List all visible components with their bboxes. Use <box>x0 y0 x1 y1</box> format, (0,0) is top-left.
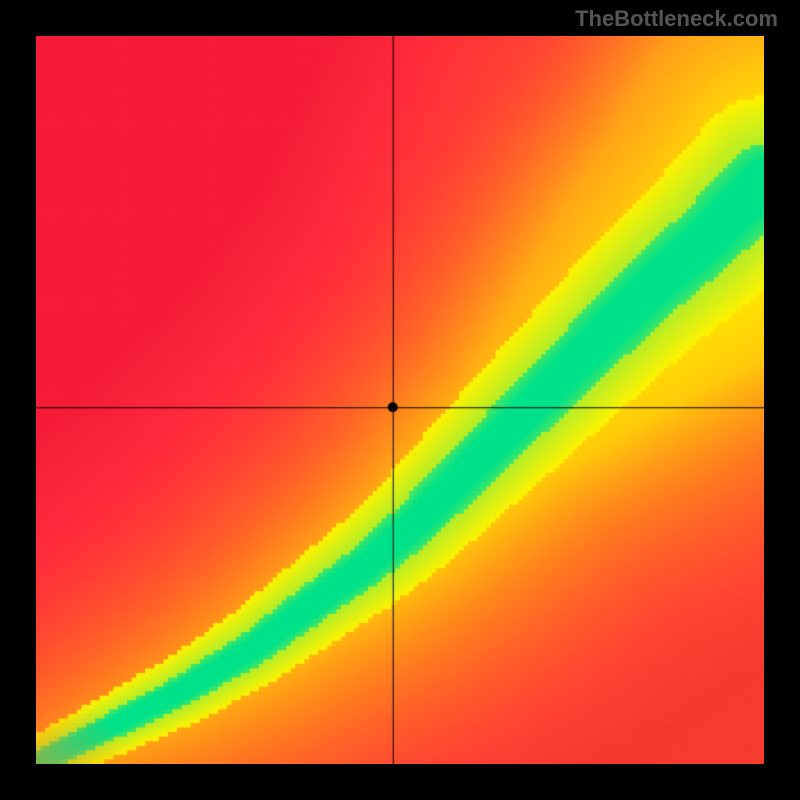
image-root: TheBottleneck.com <box>0 0 800 800</box>
watermark-text: TheBottleneck.com <box>575 6 778 32</box>
bottleneck-heatmap <box>36 36 764 764</box>
